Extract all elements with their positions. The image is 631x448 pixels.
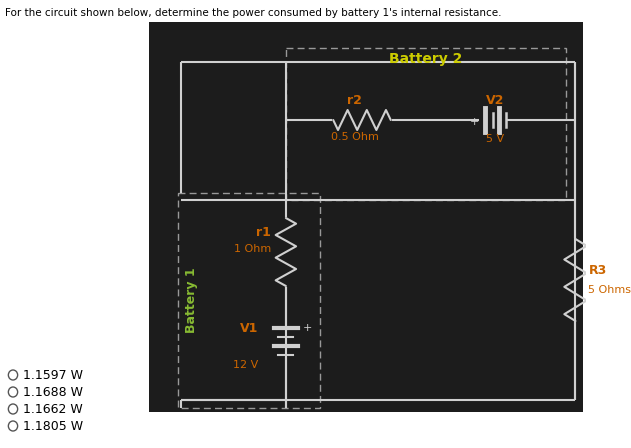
Bar (148, 22, 583, 412)
Text: 12 V: 12 V (233, 360, 258, 370)
Text: 0.5 Ohm: 0.5 Ohm (331, 132, 379, 142)
Text: For the circuit shown below, determine the power consumed by battery 1's interna: For the circuit shown below, determine t… (4, 8, 501, 18)
Text: Battery 2: Battery 2 (389, 52, 463, 66)
Text: r2: r2 (347, 94, 362, 107)
Text: 1.1688 W: 1.1688 W (23, 385, 83, 399)
Text: 1.1805 W: 1.1805 W (23, 419, 83, 432)
Text: V2: V2 (485, 94, 504, 107)
Text: 1.1662 W: 1.1662 W (23, 402, 83, 415)
Text: +: + (469, 117, 479, 127)
Bar (286, 48, 566, 200)
Text: 5 V: 5 V (486, 134, 504, 144)
Text: 1.1597 W: 1.1597 W (23, 369, 83, 382)
Text: R3: R3 (589, 263, 607, 276)
Text: 5 Ohms: 5 Ohms (589, 285, 631, 295)
Text: r1: r1 (256, 226, 271, 239)
Text: Battery 1: Battery 1 (185, 268, 198, 333)
Text: 1 Ohm: 1 Ohm (233, 244, 271, 254)
Text: V1: V1 (240, 322, 258, 335)
Bar (178, 193, 320, 408)
Text: +: + (303, 323, 312, 333)
